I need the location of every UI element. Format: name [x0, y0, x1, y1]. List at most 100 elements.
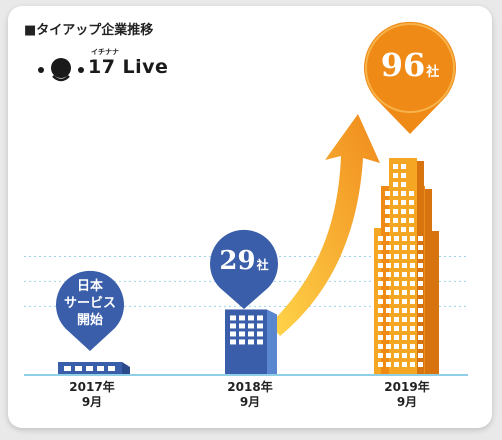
bar-2019-window	[394, 362, 399, 367]
bar-2019-window	[418, 335, 423, 340]
bar-2019-window	[418, 245, 423, 250]
logo-icon	[38, 58, 84, 82]
bar-2019-window	[402, 308, 407, 313]
bar-2019-window	[386, 326, 391, 331]
bar-2019-window	[402, 290, 407, 295]
bar-2018-window	[248, 323, 254, 329]
bar-2019-window	[385, 218, 390, 223]
bar-2017	[58, 362, 130, 375]
bar-2019-window	[418, 254, 423, 259]
bar-2019-window	[410, 245, 415, 250]
bar-2019-window	[386, 344, 391, 349]
bar-2019-window	[409, 209, 414, 214]
bar-2019-window	[401, 218, 406, 223]
bar-2018-window	[230, 339, 236, 345]
bar-2019-window	[402, 245, 407, 250]
bar-2019-window	[394, 299, 399, 304]
bar-2018-window	[257, 339, 263, 345]
bar-2019-window	[394, 290, 399, 295]
bar-2019-window	[378, 344, 383, 349]
bar-2019-window	[409, 200, 414, 205]
bar-2018-window	[230, 331, 236, 337]
bar-2019-window	[410, 317, 415, 322]
bar-2018-window	[230, 315, 236, 321]
bar-2019-window	[393, 200, 398, 205]
bar-2019-window	[402, 317, 407, 322]
bar-2018	[225, 309, 277, 375]
logo-text: 17 Live	[88, 56, 169, 78]
bar-2019-window	[386, 299, 391, 304]
bar-2019-window	[378, 290, 383, 295]
bar-2019-window	[394, 272, 399, 277]
bar-2019-window	[401, 209, 406, 214]
bar-2019-window	[386, 317, 391, 322]
bar-2019-window	[386, 308, 391, 313]
bar-2018-window	[248, 315, 254, 321]
bar-2019-window	[385, 200, 390, 205]
bar-2019-window	[393, 209, 398, 214]
bar-2019-window	[393, 218, 398, 223]
annotation-2017-line: サービス	[63, 296, 116, 311]
bar-2019-window	[401, 173, 406, 178]
bar-2019-window	[386, 281, 391, 286]
bar-2018-window	[248, 331, 254, 337]
bar-2019-window	[378, 281, 383, 286]
bar-2019-window	[378, 236, 383, 241]
bar-2019-window	[386, 353, 391, 358]
bar-2019-window	[394, 308, 399, 313]
bar-2019-window	[401, 182, 406, 187]
bar-2019-window	[394, 335, 399, 340]
bar-2019-window	[410, 272, 415, 277]
bar-2019-window	[418, 362, 423, 367]
bar-2019-window	[418, 308, 423, 313]
data-label-unit: 社	[256, 258, 269, 272]
bar-2019-window	[394, 236, 399, 241]
chart-title: ■タイアップ企業推移	[24, 23, 154, 38]
bar-2019-window	[394, 281, 399, 286]
bar-2018-window	[239, 315, 245, 321]
bar-2019-window	[393, 227, 398, 232]
bar-2019-window	[378, 254, 383, 259]
data-label-unit: 社	[426, 65, 440, 80]
bar-2019-side	[425, 189, 432, 375]
bar-2019-window	[410, 344, 415, 349]
annotation-pin-2017	[56, 270, 124, 351]
bar-2017-window	[75, 366, 82, 371]
bar-2019-window	[410, 254, 415, 259]
bar-2019-window	[410, 299, 415, 304]
bar-2018-window	[239, 323, 245, 329]
bar-2019-window	[418, 353, 423, 358]
bar-2019-window	[385, 191, 390, 196]
bar-2019-window	[378, 299, 383, 304]
x-tick-label: 2018年 9月	[200, 380, 300, 410]
x-tick-year: 2017年	[69, 380, 115, 394]
bar-2019-window	[410, 326, 415, 331]
bar-2019-window	[393, 191, 398, 196]
bar-2019-window	[402, 299, 407, 304]
bar-2019-window	[402, 254, 407, 259]
bar-2019-window	[418, 263, 423, 268]
x-tick-year: 2018年	[227, 380, 273, 394]
bar-2018-side	[267, 309, 277, 375]
bar-2019-window	[393, 173, 398, 178]
bar-2019-window	[393, 182, 398, 187]
chart-card: ■タイアップ企業推移 イチナナ 17 Live 日本 サービス 開始 29社 96社 20…	[8, 6, 492, 428]
bar-2019-window	[385, 227, 390, 232]
bar-2019-window	[410, 263, 415, 268]
bar-2019-window	[378, 326, 383, 331]
bar-2019-window	[409, 191, 414, 196]
bar-2019-window	[410, 281, 415, 286]
bar-2019-window	[402, 344, 407, 349]
bar-2019-window	[378, 362, 383, 367]
logo: イチナナ 17 Live	[38, 48, 198, 84]
bar-2019-window	[418, 344, 423, 349]
bar-2017-side	[122, 362, 130, 375]
bar-2018-window	[239, 339, 245, 345]
bar-2018-window	[257, 323, 263, 329]
bar-2019-window	[402, 281, 407, 286]
bar-2019-window	[386, 272, 391, 277]
x-tick-label: 2017年 9月	[42, 380, 142, 410]
bar-2019-window	[385, 209, 390, 214]
x-tick-month: 9月	[239, 395, 261, 409]
bar-2019-window	[410, 362, 415, 367]
